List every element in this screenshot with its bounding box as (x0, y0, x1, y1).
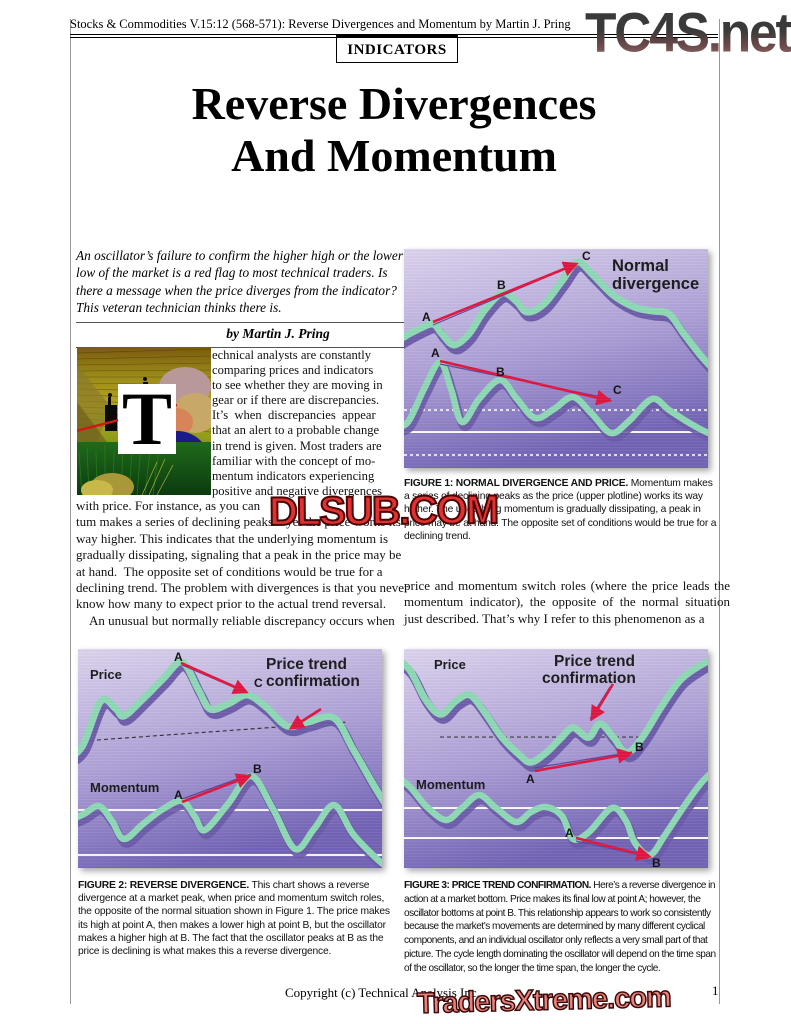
svg-text:Price trend: Price trend (554, 653, 635, 670)
svg-text:Momentum: Momentum (90, 780, 159, 795)
svg-text:C: C (582, 249, 591, 263)
svg-text:C: C (254, 676, 263, 690)
svg-text:Price: Price (434, 657, 466, 672)
svg-text:confirmation: confirmation (542, 670, 636, 687)
svg-text:C: C (613, 383, 622, 397)
svg-text:divergence: divergence (612, 275, 699, 293)
svg-text:B: B (635, 740, 644, 754)
svg-text:Normal: Normal (612, 257, 669, 275)
svg-text:A: A (422, 310, 431, 324)
svg-text:confirmation: confirmation (266, 673, 360, 690)
svg-text:B: B (497, 278, 506, 292)
svg-text:B: B (253, 762, 262, 776)
svg-text:Price trend: Price trend (266, 656, 347, 673)
svg-text:Momentum: Momentum (416, 777, 485, 792)
svg-text:A: A (174, 788, 183, 802)
svg-text:A: A (174, 650, 183, 664)
svg-text:A: A (565, 826, 574, 840)
svg-text:B: B (652, 856, 661, 868)
svg-text:Price: Price (90, 667, 122, 682)
svg-text:B: B (496, 365, 505, 379)
svg-text:A: A (526, 772, 535, 786)
svg-text:A: A (431, 346, 440, 360)
